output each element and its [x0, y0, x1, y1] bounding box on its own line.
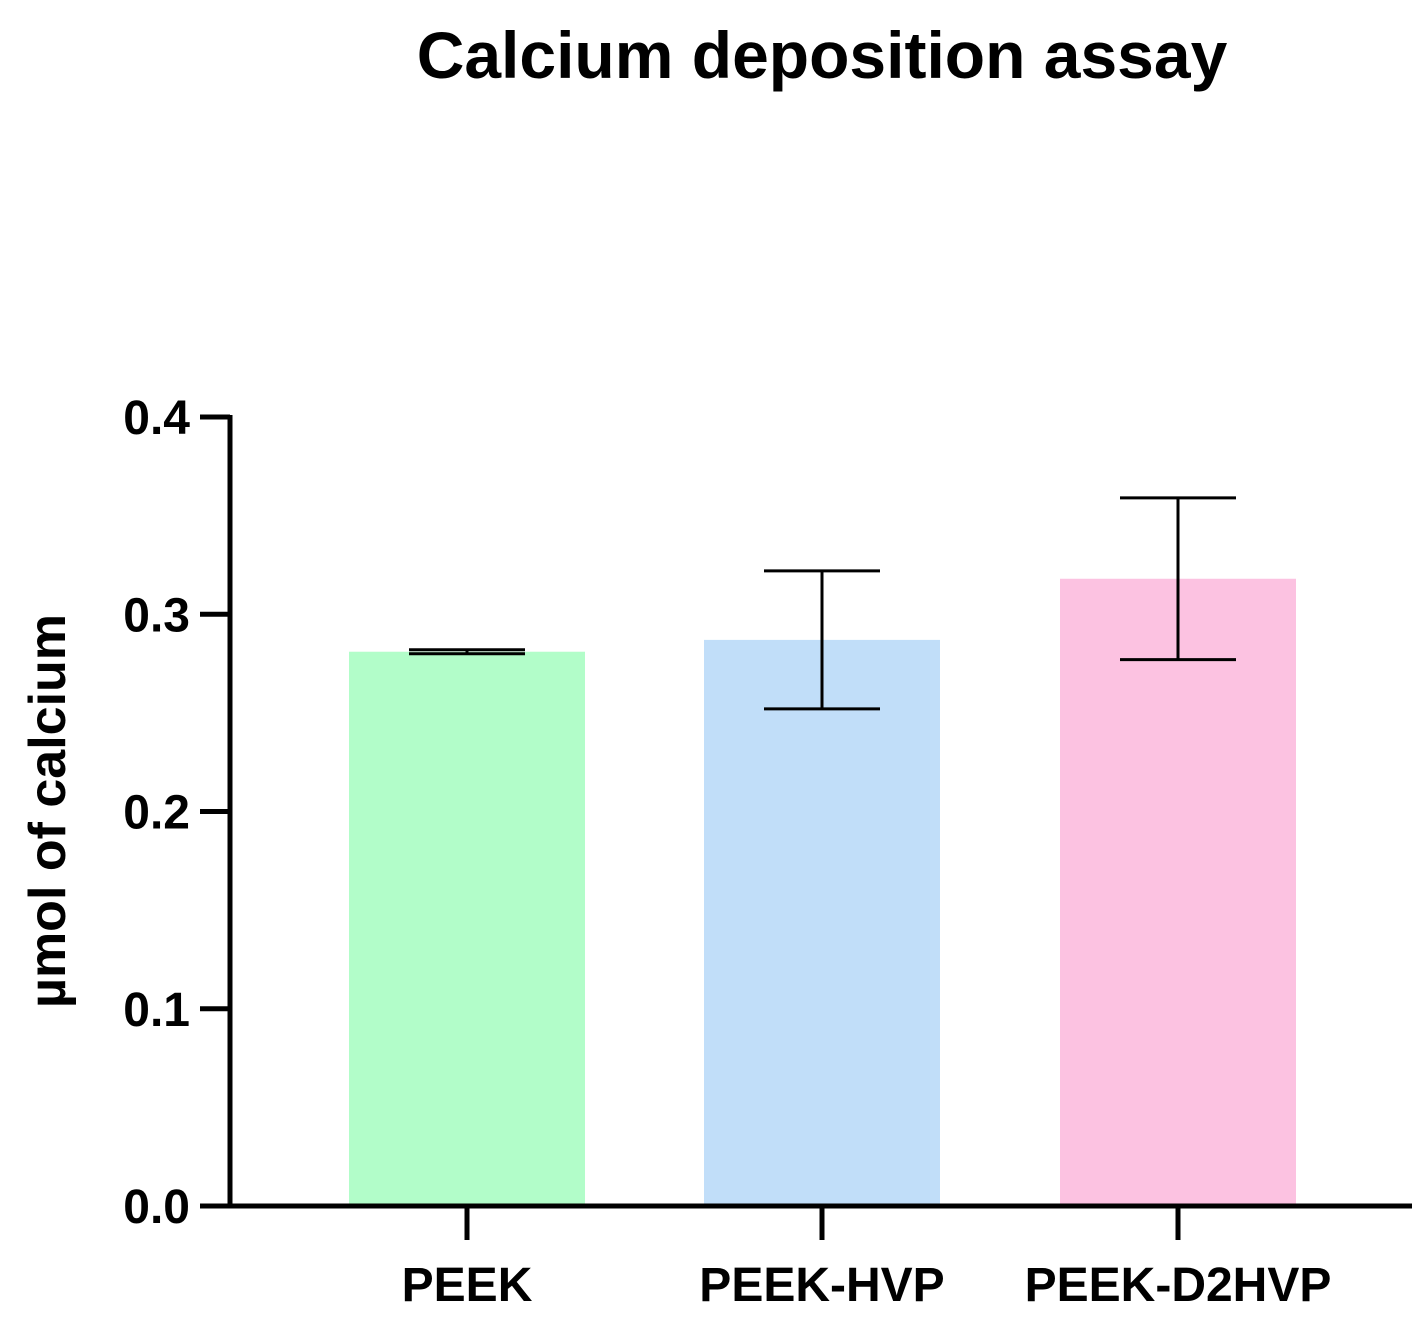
x-category-label: PEEK: [402, 1259, 533, 1312]
bar-peek-hvp: [704, 639, 940, 1206]
bar-peek-d2hvp: [1060, 578, 1296, 1206]
y-tick-label: 0.3: [123, 589, 190, 642]
error-bar-peek: [409, 648, 525, 656]
x-category-label: PEEK-HVP: [699, 1259, 944, 1312]
error-bars-layer: [409, 496, 1236, 711]
y-tick-label: 0.2: [123, 787, 190, 840]
y-tick-label: 0.0: [123, 1181, 190, 1234]
bars-layer: [349, 578, 1296, 1206]
y-tick-label: 0.1: [123, 984, 190, 1037]
y-tick-label: 0.4: [123, 392, 190, 445]
error-bar-peek-d2hvp: [1120, 496, 1236, 662]
chart-title: Calcium deposition assay: [417, 18, 1228, 92]
bar-peek: [349, 651, 585, 1206]
x-category-label: PEEK-D2HVP: [1025, 1259, 1332, 1312]
x-categories-layer: PEEK PEEK-HVP PEEK-D2HVP: [402, 1206, 1332, 1312]
y-axis-label: µmol of calcium: [19, 614, 77, 1008]
error-bar-peek-hvp: [764, 569, 880, 711]
y-ticks-layer: 0.0 0.1 0.2 0.3 0.4: [123, 392, 230, 1234]
